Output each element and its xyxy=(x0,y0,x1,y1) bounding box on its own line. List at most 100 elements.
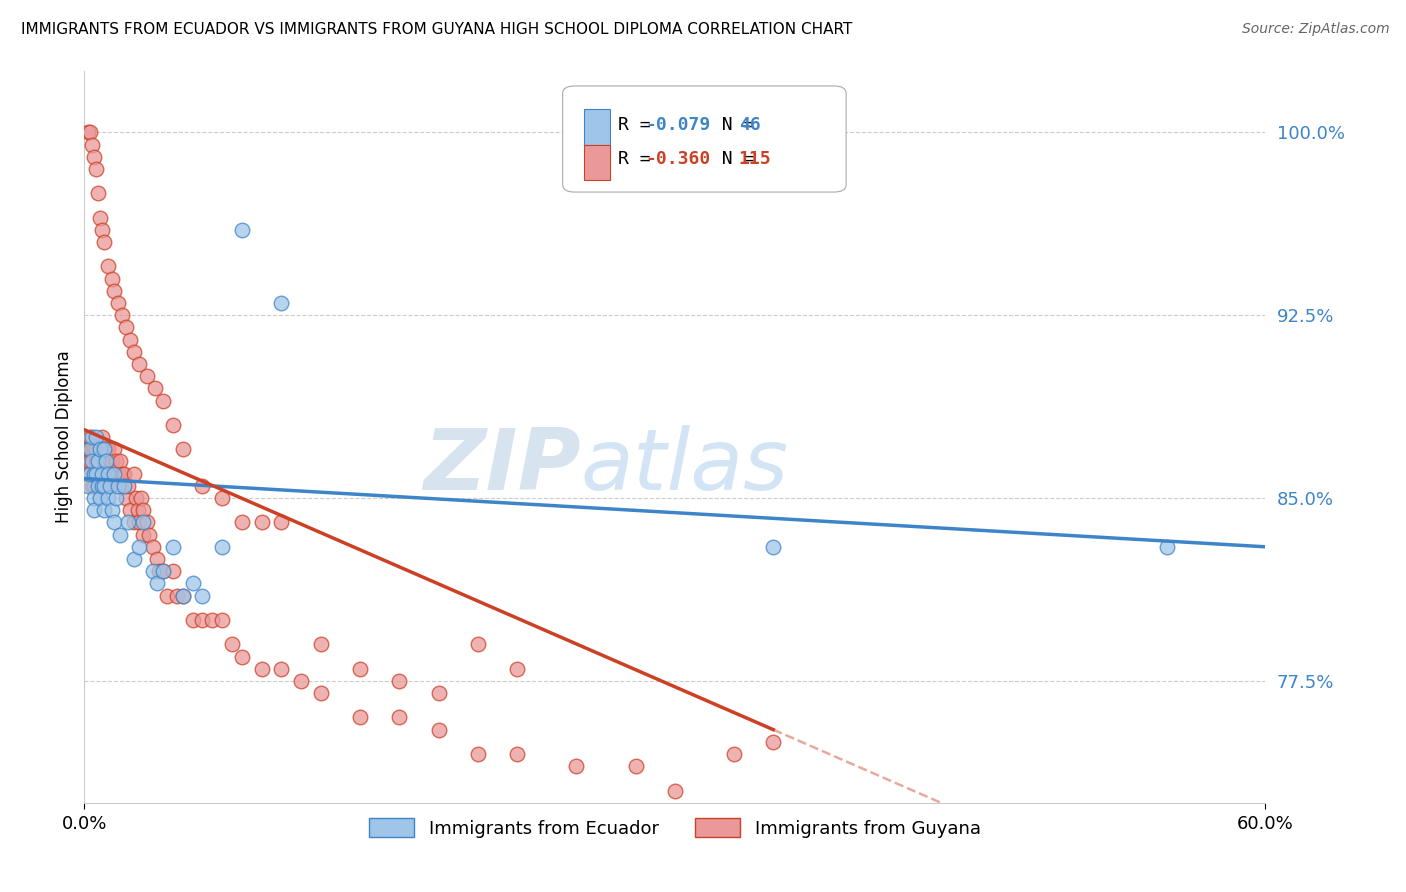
Point xyxy=(117,516,139,530)
Point xyxy=(87,186,110,201)
Point xyxy=(98,479,121,493)
Point xyxy=(162,417,184,432)
Point xyxy=(128,357,150,371)
Point xyxy=(107,467,129,481)
Point xyxy=(112,467,135,481)
Point xyxy=(191,589,214,603)
Point xyxy=(762,735,785,749)
Point xyxy=(103,442,125,457)
Point xyxy=(172,589,194,603)
Point xyxy=(166,589,188,603)
Point xyxy=(104,454,127,468)
Point xyxy=(664,783,686,797)
Point xyxy=(75,442,97,457)
Point xyxy=(156,589,179,603)
Point xyxy=(103,467,125,481)
Point xyxy=(91,223,114,237)
Point xyxy=(146,576,169,591)
Point xyxy=(122,516,145,530)
Point xyxy=(93,442,115,457)
Text: -0.360: -0.360 xyxy=(645,150,710,168)
Point xyxy=(79,454,101,468)
Point xyxy=(270,296,292,310)
Point xyxy=(124,491,146,505)
Point xyxy=(290,673,312,688)
Point xyxy=(83,491,105,505)
Point xyxy=(128,540,150,554)
Point xyxy=(111,308,134,322)
Point xyxy=(94,454,117,468)
Point xyxy=(79,430,101,444)
Point xyxy=(93,503,115,517)
Point xyxy=(131,491,153,505)
Point xyxy=(309,637,332,651)
Point xyxy=(104,479,127,493)
Point xyxy=(91,467,114,481)
Point xyxy=(103,467,125,481)
Point xyxy=(79,125,101,139)
Point xyxy=(98,454,121,468)
Point xyxy=(83,442,105,457)
Point xyxy=(114,320,136,334)
Point xyxy=(211,491,233,505)
Point xyxy=(388,673,411,688)
FancyBboxPatch shape xyxy=(583,110,610,145)
Point xyxy=(143,381,166,395)
Point xyxy=(162,540,184,554)
Point xyxy=(349,710,371,724)
Point xyxy=(565,759,588,773)
Text: atlas: atlas xyxy=(581,425,789,508)
Point xyxy=(162,564,184,578)
Point xyxy=(82,479,104,493)
Point xyxy=(117,479,139,493)
Text: Source: ZipAtlas.com: Source: ZipAtlas.com xyxy=(1241,22,1389,37)
Point xyxy=(77,479,100,493)
Point xyxy=(506,747,529,761)
Point xyxy=(87,454,110,468)
Point xyxy=(87,467,110,481)
Point xyxy=(132,527,155,541)
Point xyxy=(142,540,165,554)
Point xyxy=(467,747,489,761)
Point xyxy=(128,516,150,530)
Point xyxy=(84,454,107,468)
Point xyxy=(108,454,131,468)
Point xyxy=(89,211,111,225)
Point xyxy=(91,479,114,493)
Point xyxy=(118,503,141,517)
Point xyxy=(104,491,127,505)
Point xyxy=(127,503,149,517)
Point xyxy=(201,613,224,627)
Point xyxy=(107,296,129,310)
Point xyxy=(114,491,136,505)
Point xyxy=(221,637,243,651)
Point xyxy=(231,649,253,664)
Point xyxy=(118,333,141,347)
Point xyxy=(82,454,104,468)
Point xyxy=(93,479,115,493)
Point xyxy=(98,479,121,493)
Point xyxy=(101,503,124,517)
Point xyxy=(388,710,411,724)
Y-axis label: High School Diploma: High School Diploma xyxy=(55,351,73,524)
Point xyxy=(152,564,174,578)
Point xyxy=(122,344,145,359)
Point xyxy=(132,516,155,530)
FancyBboxPatch shape xyxy=(562,86,846,192)
Point xyxy=(231,516,253,530)
Point xyxy=(97,491,120,505)
Point xyxy=(77,467,100,481)
Point xyxy=(107,479,129,493)
Point xyxy=(136,369,159,384)
Point xyxy=(624,759,647,773)
Point xyxy=(132,503,155,517)
Point xyxy=(79,467,101,481)
Point xyxy=(82,137,104,152)
Text: 46: 46 xyxy=(738,116,761,134)
Point xyxy=(211,613,233,627)
Point xyxy=(111,467,134,481)
Text: R =: R = xyxy=(619,150,662,168)
Point xyxy=(152,393,174,408)
Point xyxy=(191,613,214,627)
Point xyxy=(93,235,115,249)
